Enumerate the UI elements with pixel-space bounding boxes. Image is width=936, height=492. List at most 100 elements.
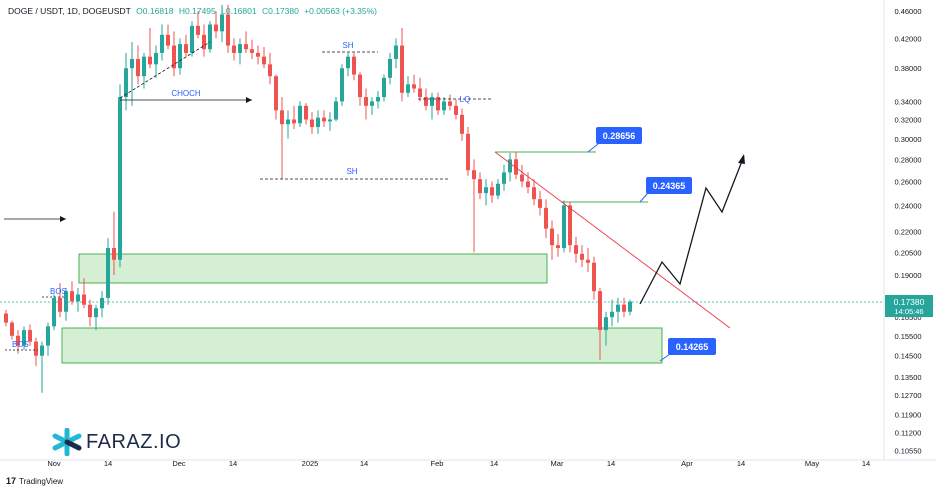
candle[interactable] <box>616 304 620 312</box>
candle[interactable] <box>40 345 44 356</box>
candle[interactable] <box>466 133 470 171</box>
candle[interactable] <box>586 259 590 263</box>
candle[interactable] <box>220 14 224 32</box>
candle[interactable] <box>334 101 338 120</box>
candle[interactable] <box>226 14 230 46</box>
candle[interactable] <box>316 117 320 128</box>
candle[interactable] <box>160 34 164 53</box>
candle[interactable] <box>148 56 152 65</box>
candle[interactable] <box>298 105 302 124</box>
candle[interactable] <box>76 294 80 302</box>
candle[interactable] <box>322 117 326 122</box>
candle[interactable] <box>64 291 68 312</box>
candle[interactable] <box>244 44 248 50</box>
candle[interactable] <box>202 34 206 50</box>
candle[interactable] <box>502 172 506 184</box>
candle[interactable] <box>538 199 542 208</box>
candle[interactable] <box>10 322 14 336</box>
price-axis[interactable]: 0.46000 0.42000 0.38000 0.34000 0.32000 0.300… <box>894 7 921 455</box>
candle[interactable] <box>448 101 452 106</box>
candle[interactable] <box>136 58 140 77</box>
candle[interactable] <box>262 56 266 65</box>
candle[interactable] <box>430 97 434 106</box>
candle[interactable] <box>592 262 596 292</box>
candle[interactable] <box>520 174 524 182</box>
candle[interactable] <box>124 68 128 98</box>
candle[interactable] <box>562 205 566 249</box>
candle[interactable] <box>16 335 20 346</box>
candle[interactable] <box>340 68 344 102</box>
candle[interactable] <box>352 56 356 75</box>
candle[interactable] <box>58 297 62 312</box>
candle[interactable] <box>544 207 548 229</box>
candle[interactable] <box>604 317 608 331</box>
candle[interactable] <box>436 97 440 111</box>
candle[interactable] <box>268 64 272 77</box>
candle[interactable] <box>94 308 98 318</box>
candle[interactable] <box>346 56 350 69</box>
candle[interactable] <box>196 25 200 35</box>
candle[interactable] <box>556 245 560 249</box>
candle[interactable] <box>118 97 122 260</box>
candle[interactable] <box>454 105 458 115</box>
candle[interactable] <box>610 311 614 318</box>
candle[interactable] <box>178 44 182 69</box>
candle[interactable] <box>370 101 374 106</box>
candle[interactable] <box>460 114 464 134</box>
candle[interactable] <box>184 44 188 53</box>
candle[interactable] <box>142 56 146 77</box>
candle[interactable] <box>598 291 602 331</box>
candle[interactable] <box>250 49 254 53</box>
candle[interactable] <box>424 97 428 106</box>
candle[interactable] <box>82 294 86 305</box>
candle[interactable] <box>622 304 626 312</box>
candle[interactable] <box>154 52 158 65</box>
candle[interactable] <box>46 326 50 346</box>
candle[interactable] <box>214 24 218 32</box>
candle[interactable] <box>106 248 110 298</box>
candle[interactable] <box>580 253 584 260</box>
candle[interactable] <box>364 97 368 106</box>
candle[interactable] <box>238 44 242 53</box>
candle[interactable] <box>568 205 572 246</box>
candle[interactable] <box>394 45 398 59</box>
candle[interactable] <box>280 110 284 125</box>
candle[interactable] <box>28 330 32 342</box>
candle[interactable] <box>532 187 536 200</box>
candle[interactable] <box>130 58 134 69</box>
candle[interactable] <box>526 181 530 188</box>
candle[interactable] <box>490 187 494 196</box>
candle[interactable] <box>508 159 512 173</box>
candle[interactable] <box>208 24 212 50</box>
candle[interactable] <box>400 45 404 93</box>
candle[interactable] <box>406 84 410 93</box>
time-axis[interactable]: Nov 14 Dec 14 2025 14 Feb 14 Mar 14 Apr 14 May 14 <box>47 459 870 468</box>
candle[interactable] <box>4 313 8 323</box>
candle[interactable] <box>166 34 170 46</box>
candle[interactable] <box>286 119 290 125</box>
candle[interactable] <box>382 77 386 98</box>
tradingview-brand[interactable]: 17 TradingView <box>6 476 63 486</box>
candle[interactable] <box>358 74 362 98</box>
candle[interactable] <box>100 297 104 309</box>
candle[interactable] <box>418 88 422 98</box>
candle[interactable] <box>232 45 236 53</box>
candle[interactable] <box>514 159 518 175</box>
candle[interactable] <box>484 187 488 194</box>
candle[interactable] <box>442 101 446 111</box>
candle[interactable] <box>292 119 296 124</box>
symbol-label[interactable]: DOGE / USDT, 1D, DOGEUSDT <box>8 6 131 16</box>
candle[interactable] <box>112 248 116 260</box>
candle[interactable] <box>304 105 308 120</box>
candle[interactable] <box>496 183 500 196</box>
candle[interactable] <box>478 179 482 194</box>
candle[interactable] <box>412 84 416 89</box>
candle[interactable] <box>34 341 38 356</box>
candle[interactable] <box>574 245 578 254</box>
candle[interactable] <box>22 330 26 346</box>
candle[interactable] <box>70 291 74 302</box>
candle[interactable] <box>274 76 278 111</box>
candle[interactable] <box>52 297 56 327</box>
candle[interactable] <box>190 25 194 53</box>
